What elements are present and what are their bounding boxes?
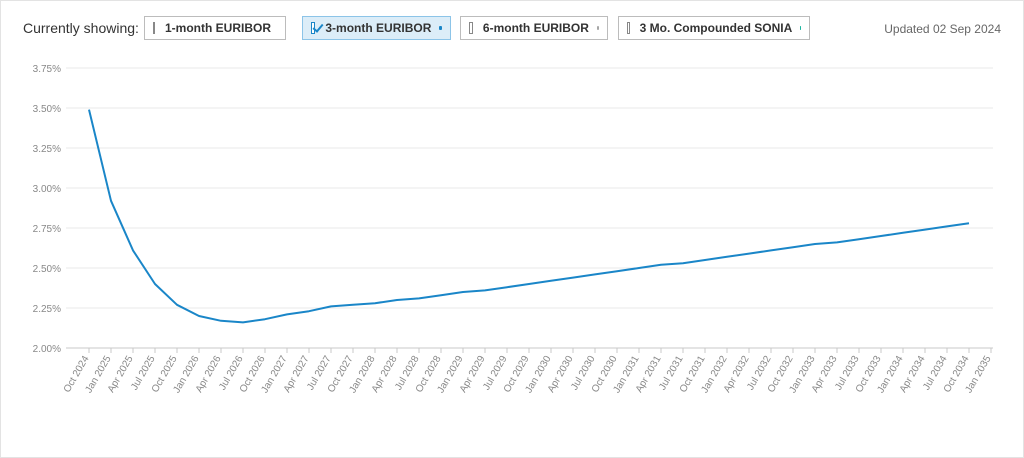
y-tick-label: 3.50% <box>33 104 61 115</box>
y-tick-label: 3.25% <box>33 144 61 155</box>
y-tick-label: 3.00% <box>33 184 61 195</box>
toggle-label: 1-month EURIBOR <box>165 21 271 35</box>
series-toggle[interactable]: 3 Mo. Compounded SONIA <box>618 16 810 40</box>
y-tick-label: 2.75% <box>33 224 61 235</box>
toggle-label: 3-month EURIBOR <box>325 21 432 35</box>
y-tick-label: 2.50% <box>33 264 61 275</box>
updated-date: Updated 02 Sep 2024 <box>884 22 1001 36</box>
checkbox[interactable] <box>311 22 316 34</box>
series-toggle[interactable]: 6-month EURIBOR <box>460 16 608 40</box>
y-tick-label: 3.75% <box>33 64 61 75</box>
swatch <box>596 26 599 30</box>
y-tick-label: 2.25% <box>33 304 61 315</box>
series-toggle[interactable]: 1-month EURIBOR <box>144 16 286 40</box>
y-tick-label: 2.00% <box>33 344 61 355</box>
checkbox[interactable] <box>153 22 155 34</box>
series-toggle[interactable]: 3-month EURIBOR <box>302 16 451 40</box>
checkbox[interactable] <box>627 22 630 34</box>
swatch <box>439 26 442 30</box>
toggle-label: 6-month EURIBOR <box>482 21 589 35</box>
showing-label: Currently showing: <box>23 20 139 36</box>
toggle-label: 3 Mo. Compounded SONIA <box>639 21 793 35</box>
swatch <box>800 26 801 30</box>
checkbox[interactable] <box>469 22 473 34</box>
series-line <box>88 109 970 324</box>
